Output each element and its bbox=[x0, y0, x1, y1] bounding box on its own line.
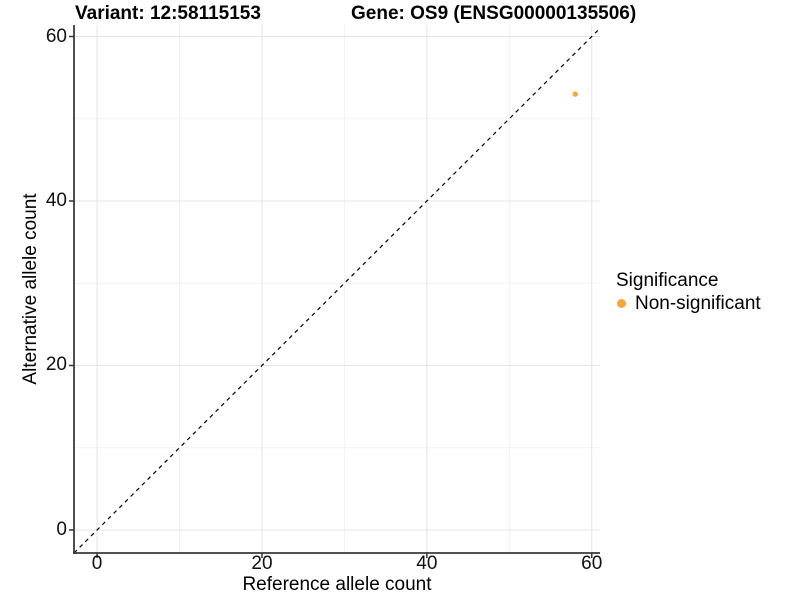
legend-item-label: Non-significant bbox=[635, 293, 761, 314]
x-axis-label: Reference allele count bbox=[242, 574, 432, 595]
gene-title: Gene: OS9 (ENSG00000135506) bbox=[351, 3, 637, 24]
legend-point-swatch bbox=[617, 299, 626, 308]
variant-title: Variant: 12:58115153 bbox=[75, 3, 261, 24]
legend-item: Non-significant bbox=[616, 293, 761, 314]
y-tick-label: 0 bbox=[56, 518, 67, 540]
data-point bbox=[572, 91, 578, 97]
y-tick-label: 40 bbox=[45, 190, 67, 211]
legend-title: Significance bbox=[616, 270, 719, 291]
legend: Significance Non-significant bbox=[616, 270, 761, 314]
y-axis-label: Alternative allele count bbox=[20, 193, 41, 385]
y-tick-label: 60 bbox=[45, 25, 67, 47]
x-tick-label: 40 bbox=[416, 553, 438, 574]
x-tick-label: 60 bbox=[581, 553, 603, 574]
x-tick-label: 0 bbox=[91, 553, 103, 574]
x-tick-label: 20 bbox=[251, 553, 273, 574]
y-tick-label: 20 bbox=[45, 354, 67, 376]
identity-line bbox=[73, 27, 601, 554]
